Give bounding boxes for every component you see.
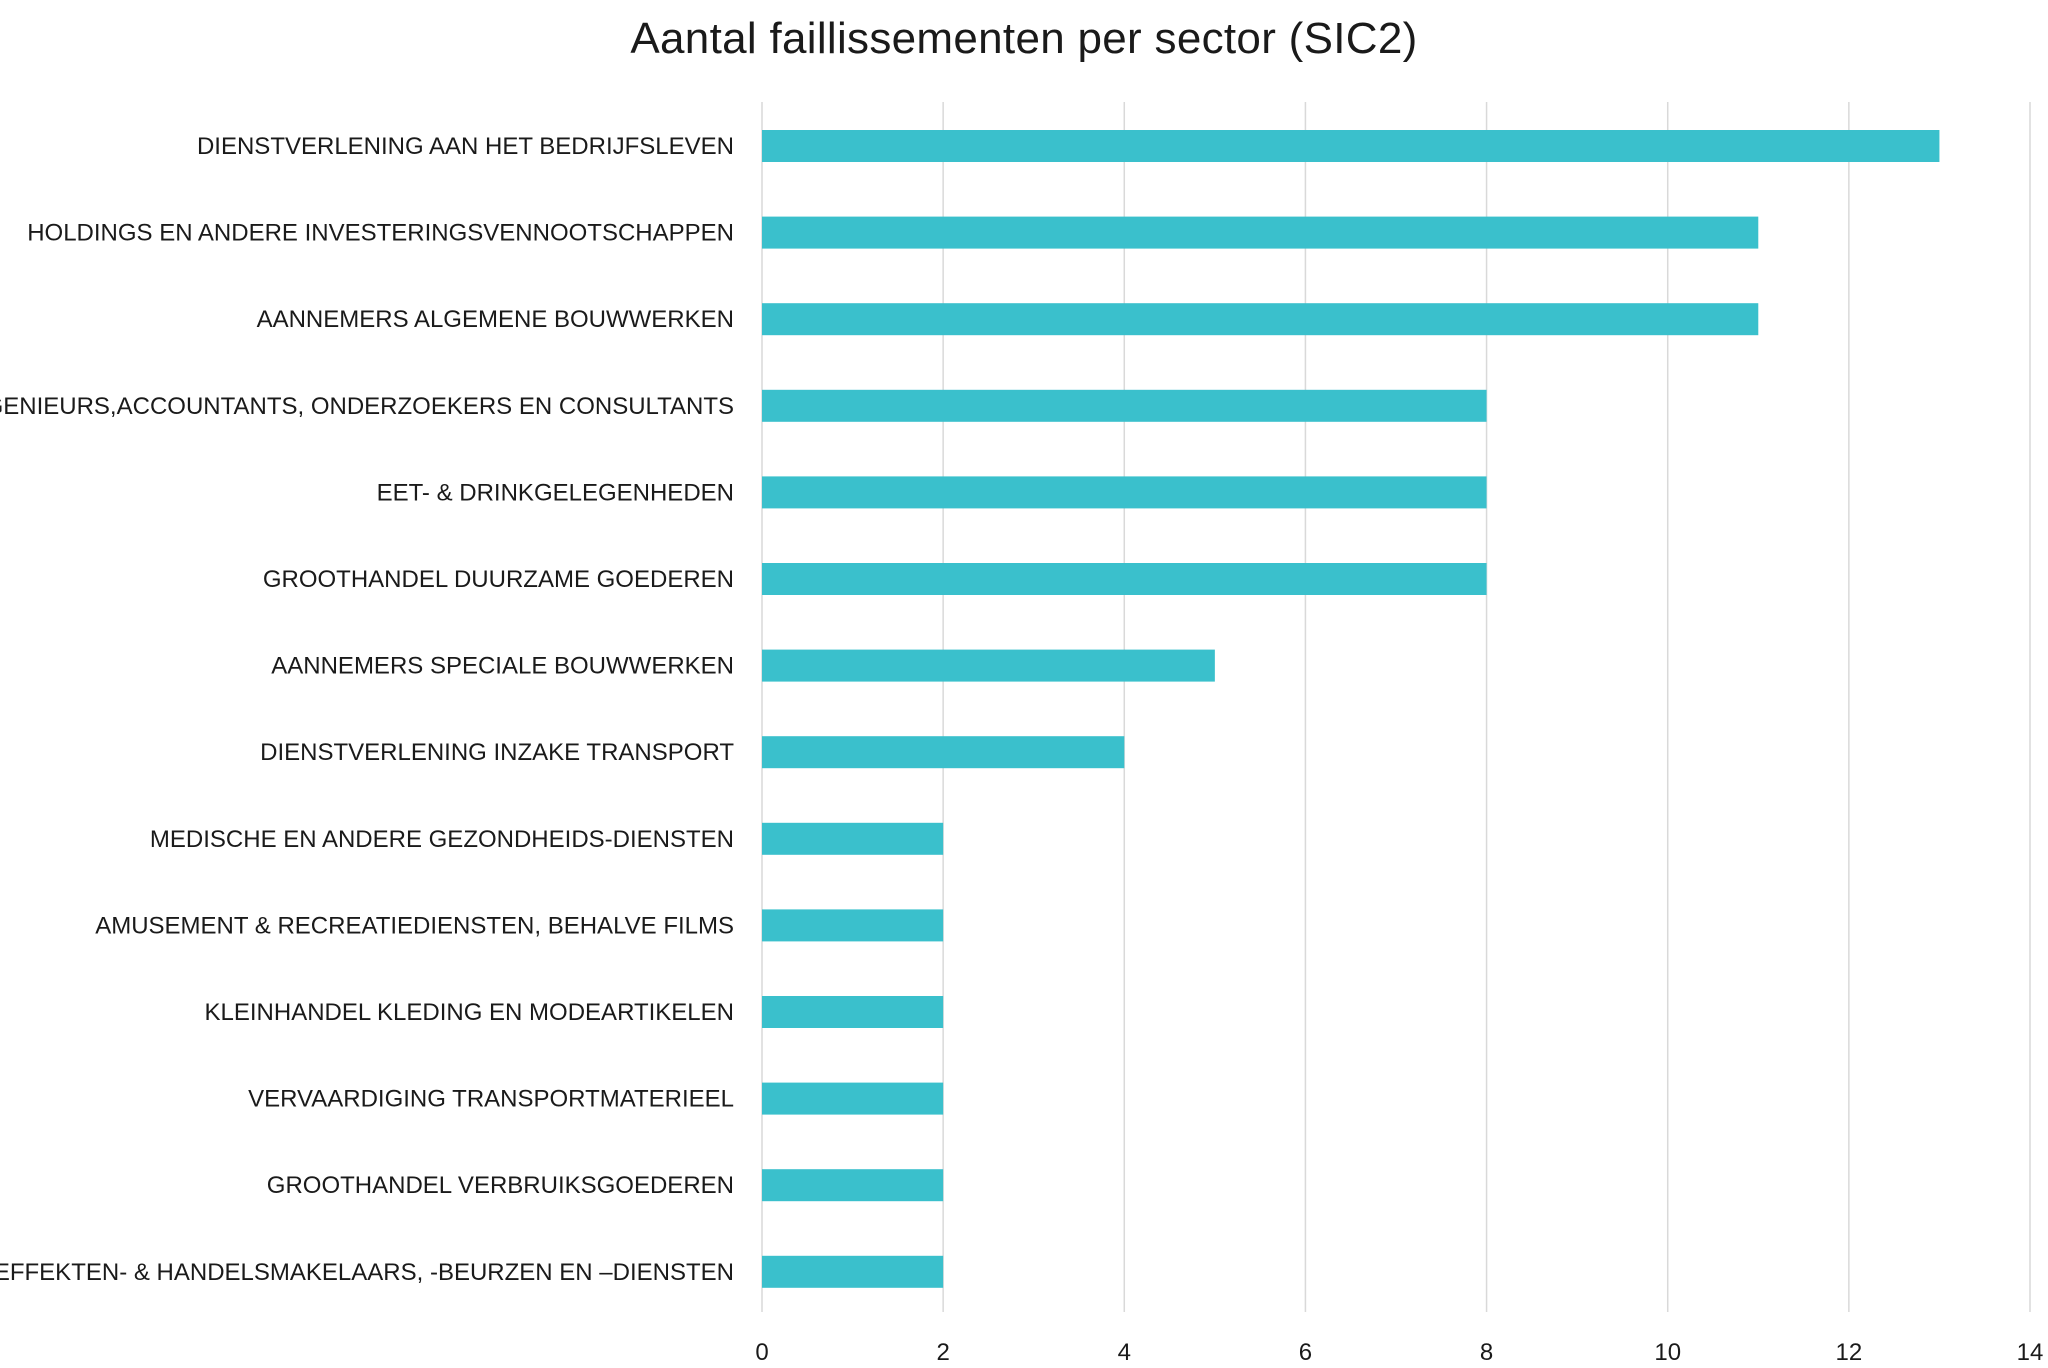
bar [762,909,944,942]
bar [762,130,1940,162]
bar [762,822,944,855]
x-axis-ticks: 0 2 4 6 8 10 12 14 [755,1339,2043,1366]
category-label: DIENSTVERLENING INZAKE TRANSPORT [260,739,734,766]
category-label: GROOTHANDEL DUURZAME GOEDEREN [263,566,734,593]
chart-title: Aantal faillissementen per sector (SIC2) [630,14,1418,63]
category-label: GROOTHANDEL VERBRUIKSGOEDEREN [267,1172,734,1199]
bar [762,389,1487,422]
bars [762,130,1940,1288]
x-tick-label: 8 [1480,1339,1493,1366]
x-tick-label: 0 [755,1339,768,1366]
gridlines [761,102,2031,1312]
category-label: INGENIEURS,ACCOUNTANTS, ONDERZOEKERS EN … [0,393,734,420]
bar [762,1082,944,1115]
x-tick-label: 10 [1654,1339,1681,1366]
bar [762,996,944,1028]
x-tick-label: 14 [2017,1339,2044,1366]
bar [762,216,1759,249]
bar [762,1255,944,1288]
category-label: AMUSEMENT & RECREATIEDIENSTEN, BEHALVE F… [95,912,734,939]
bar [762,563,1487,595]
category-label: VERVAARDIGING TRANSPORTMATERIEEL [248,1086,734,1113]
bar [762,476,1487,509]
x-tick-label: 12 [1836,1339,1863,1366]
bar [762,303,1759,336]
category-label: MEDISCHE EN ANDERE GEZONDHEIDS-DIENSTEN [150,826,734,853]
bar [762,736,1125,769]
bar [762,649,1215,682]
category-label: AANNEMERS SPECIALE BOUWWERKEN [271,653,734,680]
x-tick-label: 4 [1118,1339,1131,1366]
category-label: AANNEMERS ALGEMENE BOUWWERKEN [257,306,734,333]
category-label: EFFEKTEN- & HANDELSMAKELAARS, -BEURZEN E… [0,1259,734,1286]
category-label: DIENSTVERLENING AAN HET BEDRIJFSLEVEN [197,133,734,160]
category-labels: DIENSTVERLENING AAN HET BEDRIJFSLEVEN HOL… [0,133,734,1286]
category-label: KLEINHANDEL KLEDING EN MODEARTIKELEN [205,999,734,1026]
category-label: HOLDINGS EN ANDERE INVESTERINGSVENNOOTSC… [27,220,734,247]
category-label: EET- & DRINKGELEGENHEDEN [377,479,734,506]
x-tick-label: 2 [936,1339,949,1366]
bar [762,1169,944,1202]
x-tick-label: 6 [1299,1339,1312,1366]
